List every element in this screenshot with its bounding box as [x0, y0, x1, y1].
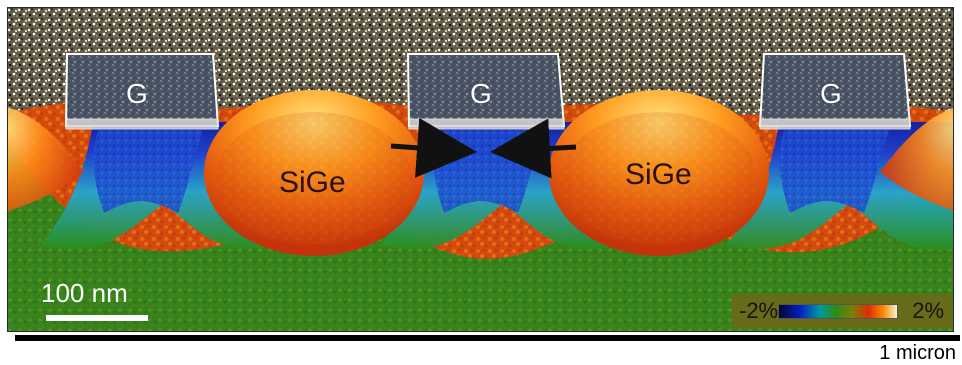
lower-green-region [8, 144, 953, 331]
right-sige-label: SiGe [625, 158, 692, 191]
colorbar-min-label: -2% [739, 298, 779, 323]
center-gate-label: G [470, 78, 492, 109]
right-stress-arrow [490, 118, 577, 179]
left-sige-texture [216, 112, 412, 244]
micron-label: 1 micron [879, 342, 956, 364]
micron-length-bar [15, 335, 960, 341]
center-gate-oxide [408, 118, 565, 130]
left-gate [64, 53, 220, 130]
colorbar-gradient [778, 304, 898, 319]
left-gate-oxide [65, 118, 219, 130]
center-gate [406, 53, 566, 130]
colorbar-legend: -2% 2% [732, 294, 952, 328]
left-stress-arrow [390, 117, 477, 178]
right-gate [758, 53, 912, 130]
strain-map-canvas [8, 8, 953, 331]
right-edge-sige [880, 107, 953, 211]
colorbar-max-label: 2% [912, 298, 944, 323]
left-edge-sige [8, 107, 84, 211]
scale-bar [46, 315, 148, 321]
left-blue-core [93, 130, 203, 213]
right-blue-core [779, 130, 889, 213]
left-gate-label: G [126, 78, 148, 109]
strain-map-image: G G G SiGe SiGe 100 nm -2% 2% [7, 7, 954, 332]
scale-bar-label: 100 nm [41, 278, 128, 308]
left-sige-label: SiGe [279, 166, 346, 199]
right-gate-oxide [759, 118, 911, 130]
right-gate-label: G [820, 78, 842, 109]
right-sige-texture [561, 112, 757, 244]
